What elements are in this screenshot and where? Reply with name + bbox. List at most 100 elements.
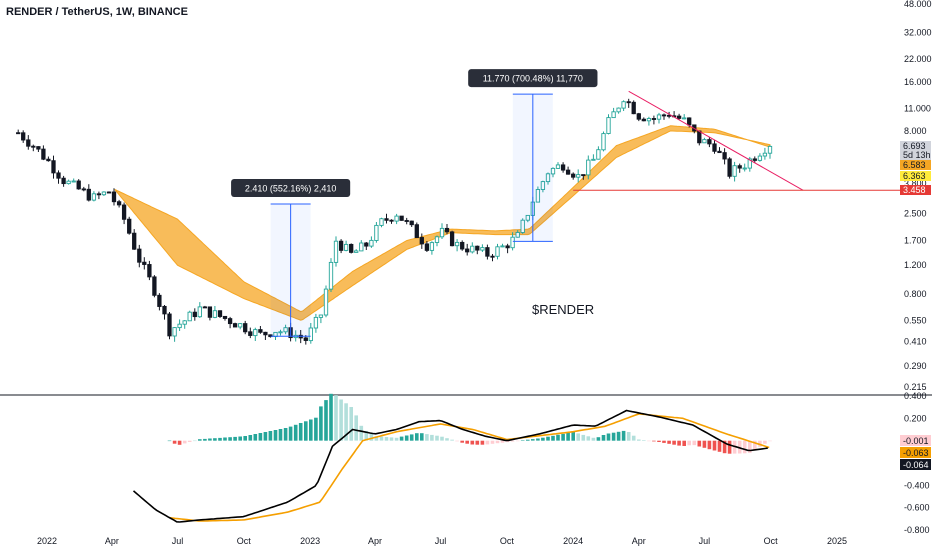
histogram-bar — [258, 433, 263, 441]
x-tick-label: Jul — [699, 536, 711, 546]
price-tag-label: 6.363 — [903, 171, 926, 181]
histogram-bar — [662, 440, 666, 443]
candle-body — [429, 242, 435, 251]
ticker-annotation: $RENDER — [532, 302, 594, 317]
candle-body — [238, 323, 243, 328]
candle-body — [641, 118, 646, 122]
candle-body — [485, 247, 490, 257]
histogram-bar — [667, 440, 671, 444]
histogram-bar — [763, 440, 767, 444]
histogram-bar — [500, 440, 505, 443]
histogram-bar — [223, 437, 227, 441]
candle-body — [61, 177, 66, 185]
y-tick-label: 0.215 — [904, 382, 927, 392]
macd-price-tag: -0.001 — [900, 435, 931, 446]
price-tag-bg — [900, 171, 931, 181]
candle-body — [76, 180, 81, 190]
histogram-bar — [177, 440, 182, 445]
candle-body — [26, 139, 31, 147]
candle-body — [636, 113, 641, 120]
descending-trendline — [628, 90, 804, 191]
histogram-bar — [349, 407, 353, 441]
histogram-bar — [309, 419, 313, 441]
histogram-bar — [657, 440, 661, 442]
histogram-bar — [485, 440, 490, 445]
x-tick-label: Jul — [435, 536, 447, 546]
y-tick-label: 11.000 — [904, 103, 931, 113]
y-tick-label: 3.800 — [904, 179, 927, 189]
candle-body — [142, 261, 147, 265]
x-tick-label: Jul — [172, 536, 184, 546]
price-range-measure: 11.770 (700.48%) 11,770 — [468, 69, 598, 242]
candle-body — [81, 188, 86, 191]
candle-body — [56, 172, 61, 179]
candle-body — [717, 150, 722, 154]
candle-body — [434, 236, 440, 243]
histogram-bar — [561, 433, 565, 441]
candle-body — [460, 241, 465, 250]
candle-body — [510, 236, 515, 249]
candle-body — [318, 314, 324, 318]
histogram-bar — [425, 434, 429, 441]
histogram-bar — [218, 437, 222, 441]
histogram-bar — [556, 434, 560, 441]
candle-body — [197, 306, 202, 318]
candle-body — [732, 165, 737, 177]
candle-body — [394, 215, 399, 222]
candle-body — [555, 164, 561, 169]
histogram-bar — [707, 440, 712, 450]
histogram-bar — [354, 415, 358, 441]
y-tick-label: 8.000 — [904, 126, 927, 136]
price-tag: 5d 13h — [900, 150, 931, 160]
candle-body — [328, 261, 334, 290]
candle-body — [369, 239, 374, 247]
candle-body — [581, 174, 586, 177]
histogram-bar — [692, 440, 697, 446]
price-tag: 6.363 — [900, 171, 931, 181]
histogram-bar — [248, 435, 253, 441]
candle-body — [480, 247, 485, 251]
histogram-bar — [167, 440, 172, 442]
histogram-bar — [541, 437, 545, 441]
candle-body — [409, 220, 414, 226]
price-tag-label: 6.583 — [903, 160, 926, 170]
candle-body — [389, 219, 394, 222]
candle-body — [666, 114, 672, 117]
candle-body — [91, 193, 97, 201]
candle-body — [550, 167, 556, 175]
candle-body — [313, 316, 319, 329]
macd-y-tick-label: -0.400 — [904, 480, 930, 490]
histogram-bar — [399, 436, 404, 441]
histogram-bar — [430, 434, 434, 441]
candle-body — [454, 241, 460, 247]
histogram-bar — [722, 440, 727, 454]
price-tag-bg — [900, 150, 931, 160]
macd-histogram — [167, 393, 772, 454]
candle-body — [727, 158, 732, 177]
candle-body — [470, 245, 475, 253]
histogram-bar — [460, 440, 464, 443]
histogram-bar — [339, 399, 343, 441]
candle-body — [253, 329, 258, 337]
histogram-bar — [642, 440, 646, 441]
histogram-bar — [626, 432, 631, 441]
candle-body — [258, 329, 263, 333]
candle-body — [475, 245, 480, 251]
histogram-bar — [470, 440, 475, 445]
histogram-bar — [420, 433, 424, 441]
candle-body — [439, 227, 445, 238]
moving-average-band — [114, 125, 771, 321]
price-tag-label: 6.693 — [903, 141, 926, 151]
histogram-bar — [591, 437, 596, 441]
histogram-bar — [682, 440, 686, 446]
histogram-bar — [304, 421, 308, 441]
histogram-bar — [440, 436, 444, 441]
candles-group — [16, 98, 773, 345]
candle-body — [742, 167, 747, 170]
histogram-bar — [450, 439, 454, 441]
histogram-bar — [505, 440, 510, 443]
price-tag-label: 5d 13h — [903, 150, 931, 160]
histogram-bar — [515, 440, 520, 442]
candle-body — [737, 165, 742, 169]
